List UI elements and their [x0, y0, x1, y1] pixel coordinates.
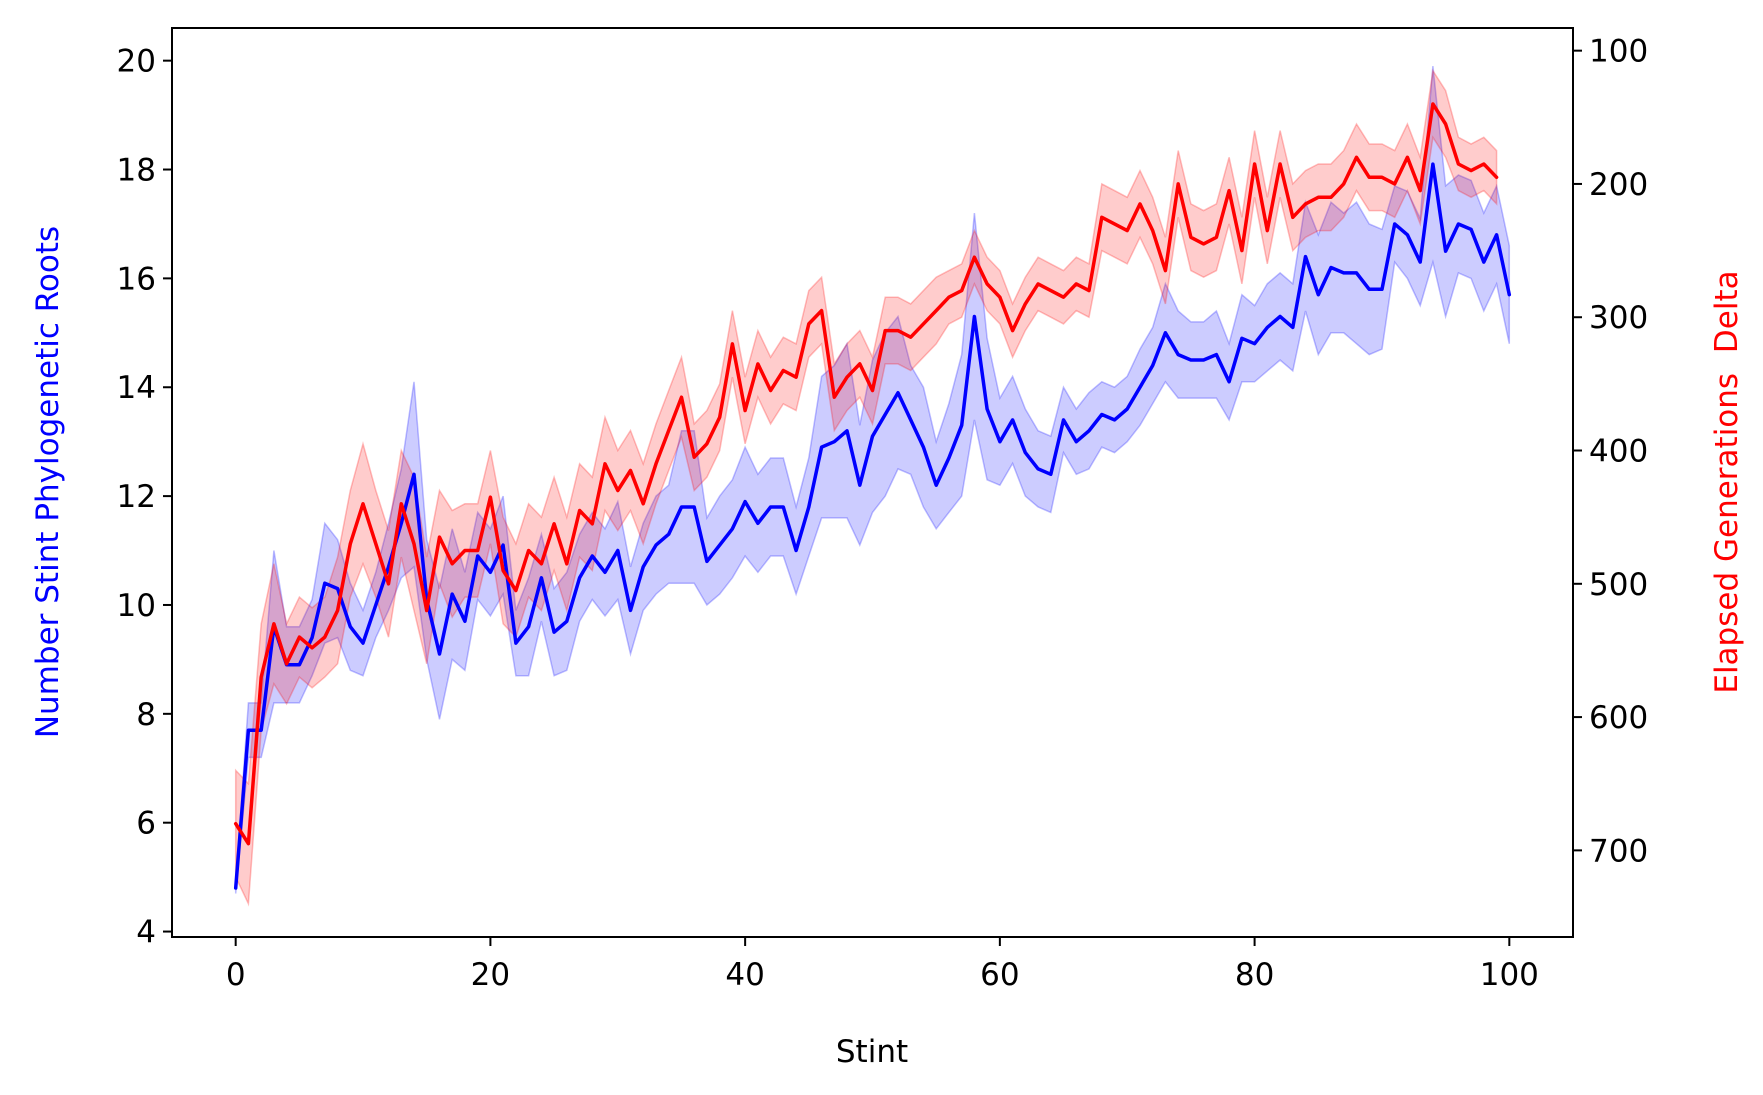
- left-tick-label: 18: [117, 153, 156, 189]
- left-tick-label: 4: [136, 915, 156, 951]
- left-tick-label: 8: [136, 697, 156, 733]
- right-axis-title-part-2: Delta: [1709, 270, 1745, 353]
- right-axis-title-part-1: Elapsed Generations: [1709, 373, 1745, 694]
- x-tick-label: 40: [725, 957, 764, 993]
- plot-frame: [171, 27, 1574, 938]
- left-tick-label: 20: [117, 44, 156, 80]
- right-tick-label: 100: [1589, 34, 1648, 70]
- right-tick-label: 200: [1589, 167, 1648, 203]
- right-axis-title: Elapsed Generations Delta: [1709, 270, 1745, 693]
- left-tick-label: 14: [117, 370, 156, 406]
- series-line-phylogenetic-roots: [233, 162, 1512, 890]
- x-tick-label: 60: [980, 957, 1019, 993]
- x-axis-title: Stint: [836, 1034, 908, 1070]
- left-tick-label: 10: [117, 588, 156, 624]
- left-axis-ticks: 4 6 8 10 12 14 16 18 20: [117, 44, 172, 951]
- right-tick-label: 600: [1589, 700, 1648, 736]
- left-tick-label: 16: [117, 261, 156, 297]
- series-lines: [233, 102, 1512, 890]
- right-tick-label: 400: [1589, 434, 1648, 470]
- x-tick-label: 20: [471, 957, 510, 993]
- right-tick-label: 500: [1589, 567, 1648, 603]
- right-tick-label: 700: [1589, 833, 1648, 869]
- confidence-band-generations-delta: [234, 68, 1498, 907]
- confidence-band-phylogenetic-roots: [234, 66, 1511, 894]
- series-line-generations-delta: [233, 102, 1499, 846]
- x-tick-label: 100: [1480, 957, 1539, 993]
- right-axis-ticks: 100 200 300 400 500 600 700: [1573, 34, 1648, 869]
- left-tick-label: 12: [117, 479, 156, 515]
- left-tick-label: 6: [136, 806, 156, 842]
- x-axis-ticks: 0 20 40 60 80 100: [226, 937, 1539, 993]
- right-tick-label: 300: [1589, 300, 1648, 336]
- confidence-bands: [234, 66, 1511, 907]
- x-tick-label: 0: [226, 957, 246, 993]
- left-axis-title: Number Stint Phylogenetic Roots: [30, 226, 66, 738]
- x-tick-label: 80: [1235, 957, 1274, 993]
